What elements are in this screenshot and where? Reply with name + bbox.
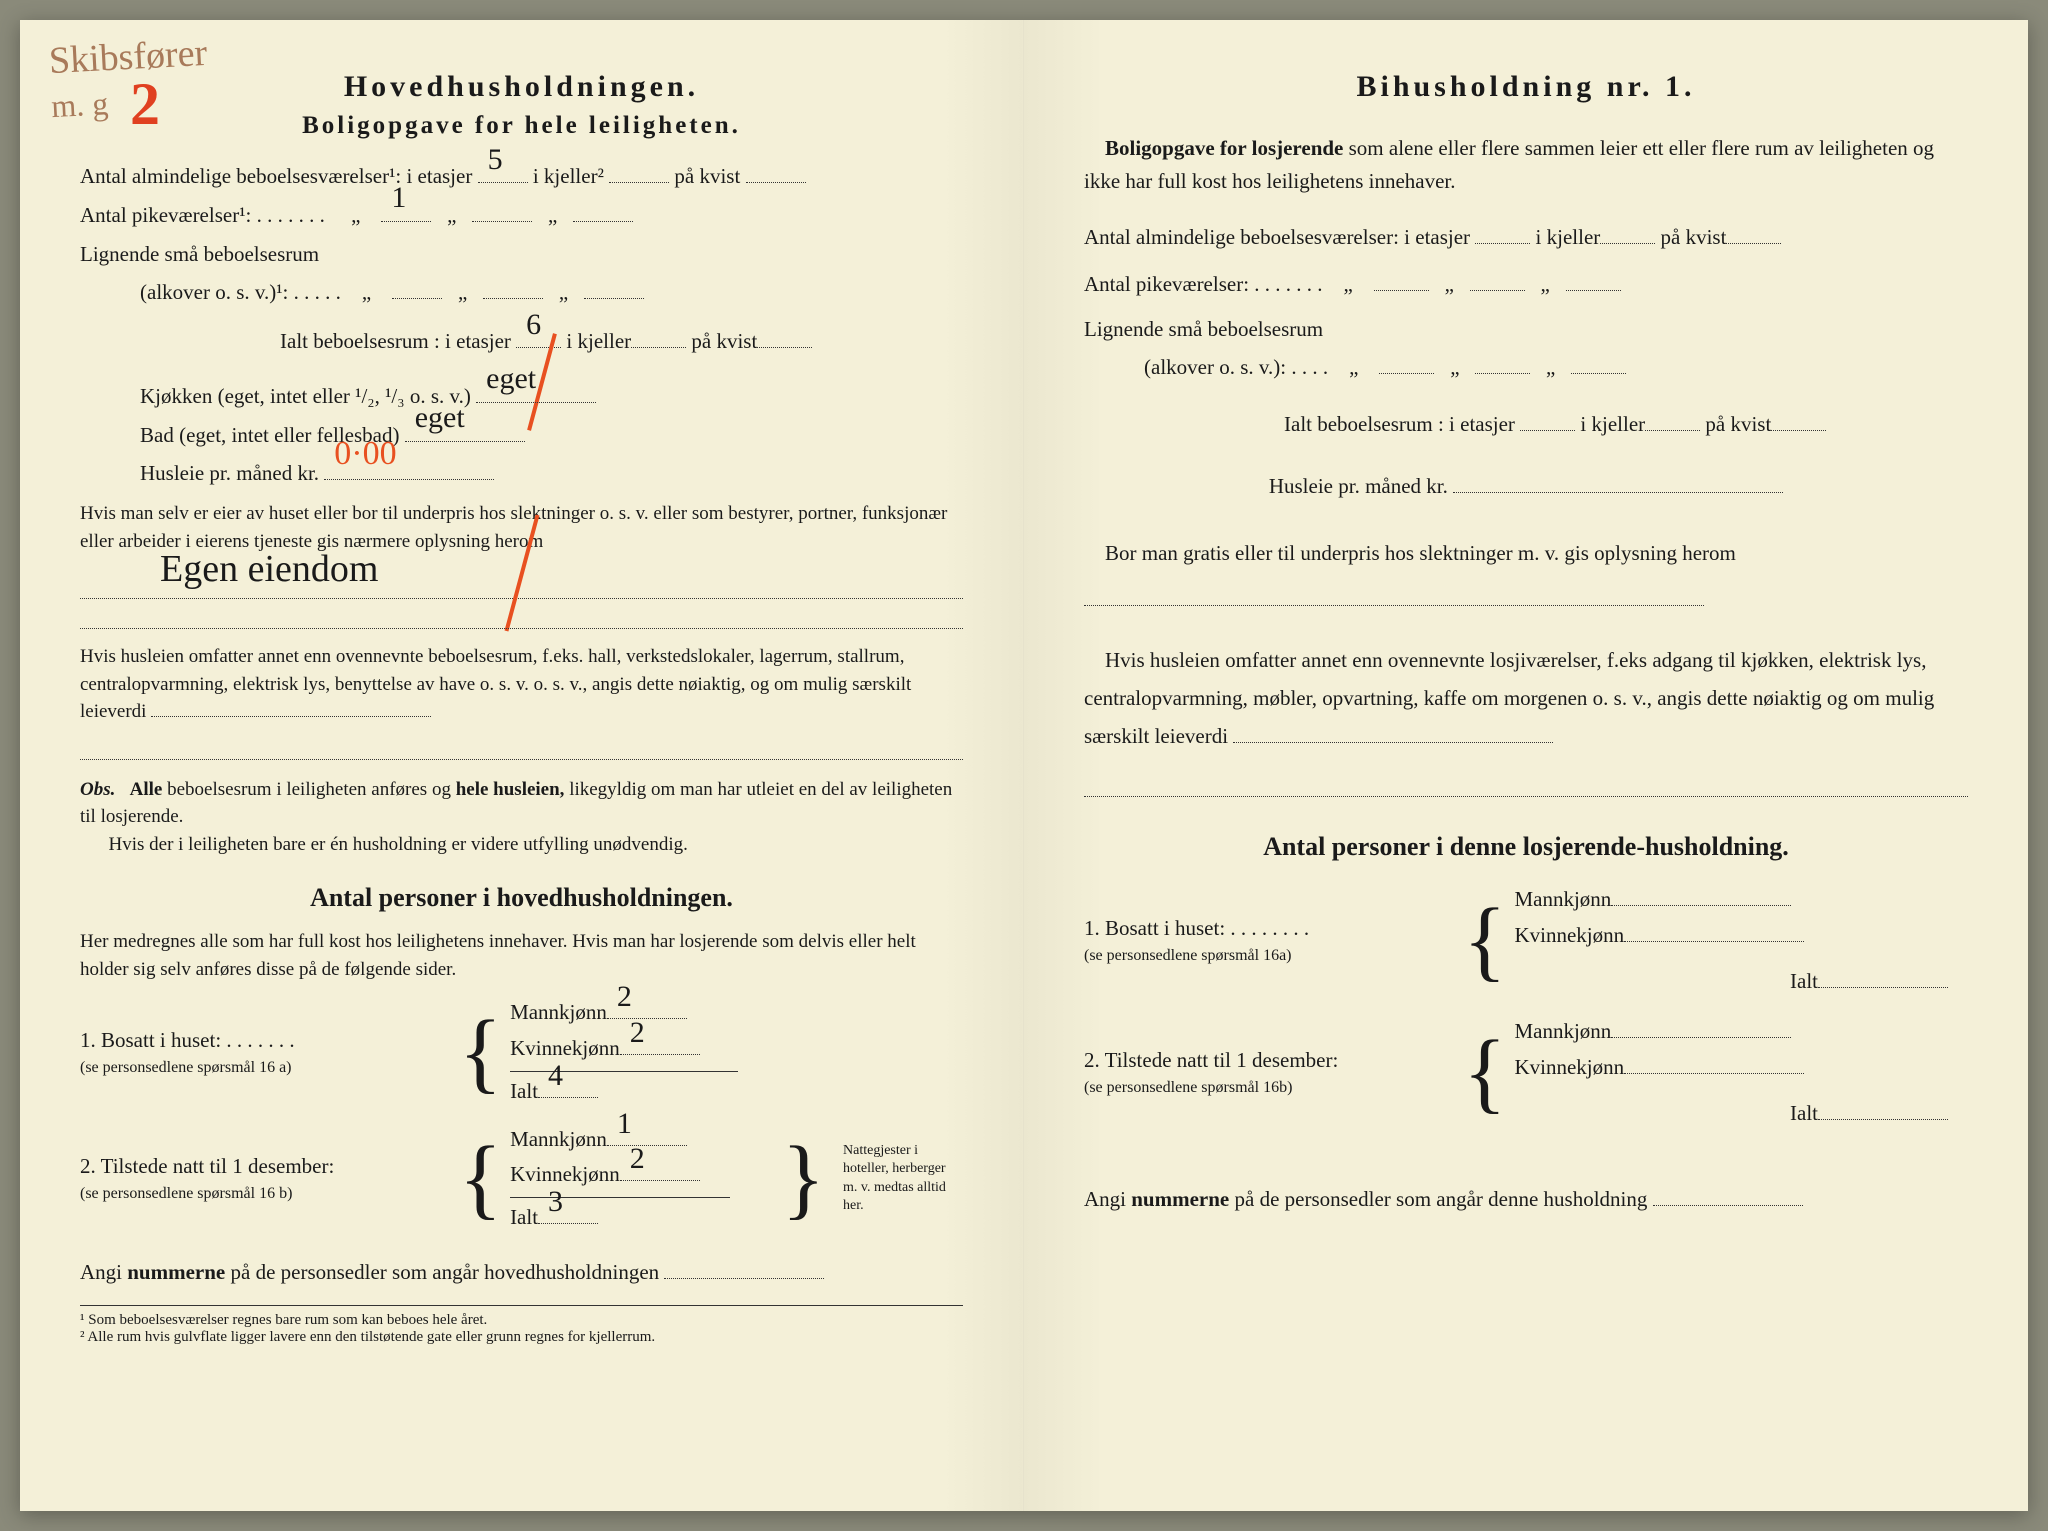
bath-line: Bad (eget, intet eller fellesbad) eget: [80, 417, 963, 454]
r-gratis: Bor man gratis eller til underpris hos s…: [1084, 530, 1968, 622]
rent-line: Husleie pr. måned kr. 0·00: [80, 455, 963, 492]
persons-intro: Her medregnes alle som har full kost hos…: [80, 928, 963, 983]
footnotes: ¹ Som beboelsesværelser regnes bare rum …: [80, 1305, 963, 1346]
r-numbers-line: Angi nummerne på de personsedler som ang…: [1084, 1181, 1968, 1218]
r-maids-line: Antal pikeværelser: . . . . . . . „ „ „: [1084, 266, 1968, 303]
owner-value-line: Egen eiendom: [80, 563, 963, 599]
similar-rooms: Lignende små beboelsesrum: [80, 236, 963, 273]
r-extra: Hvis husleien omfatter annet enn ovennev…: [1084, 642, 1968, 755]
r-total-rooms: Ialt beboelsesrum : i etasjer i kjeller …: [1084, 406, 1968, 443]
kitchen-line: Kjøkken (eget, intet eller ¹/₂, ¹/₃ o. s…: [80, 378, 963, 415]
r-similar: Lignende små beboelsesrum: [1084, 311, 1968, 348]
left-page: Skibsfører m. g 2 Hovedhusholdningen. Bo…: [20, 20, 1024, 1511]
right-title: Bihusholdning nr. 1.: [1084, 70, 1968, 104]
numbers-line: Angi nummerne på de personsedler som ang…: [80, 1254, 963, 1291]
right-page: Bihusholdning nr. 1. Boligopgave for los…: [1024, 20, 2028, 1511]
right-intro: Boligopgave for losjerende som alene ell…: [1084, 132, 1968, 197]
rooms-line: Antal almindelige beboelsesværelser¹: i …: [80, 158, 963, 195]
red-number-annotation: 2: [130, 70, 160, 139]
obs-block: Obs. Alle beboelsesrum i leiligheten anf…: [80, 776, 963, 859]
similar-rooms-2: (alkover o. s. v.)¹: . . . . . „ „ „: [80, 274, 963, 311]
r-similar-2: (alkover o. s. v.): . . . . „ „ „: [1084, 349, 1968, 386]
subtitle: Boligopgave for hele leiligheten.: [80, 112, 963, 140]
q1-block: 1. Bosatt i huset: . . . . . . . (se per…: [80, 995, 963, 1109]
maids-line: Antal pikeværelser¹: . . . . . . . „ 1 „…: [80, 197, 963, 234]
extra-text: Hvis husleien omfatter annet enn ovennev…: [80, 643, 963, 726]
r-rooms-line: Antal almindelige beboelsesværelser: i e…: [1084, 219, 1968, 256]
r-q1: 1. Bosatt i huset: . . . . . . . . (se p…: [1084, 882, 1968, 999]
r-q2: 2. Tilstede natt til 1 desember: (se per…: [1084, 1014, 1968, 1131]
document-spread: Skibsfører m. g 2 Hovedhusholdningen. Bo…: [20, 20, 2028, 1511]
main-title: Hovedhusholdningen.: [80, 70, 963, 104]
r-persons-title: Antal personer i denne losjerende-hushol…: [1084, 832, 1968, 862]
q2-block: 2. Tilstede natt til 1 desember: (se per…: [80, 1122, 963, 1236]
r-rent: Husleie pr. måned kr.: [1084, 468, 1968, 505]
guest-note: Nattegjester i hoteller, herberger m. v.…: [833, 1142, 963, 1215]
persons-title: Antal personer i hovedhusholdningen.: [80, 883, 963, 913]
